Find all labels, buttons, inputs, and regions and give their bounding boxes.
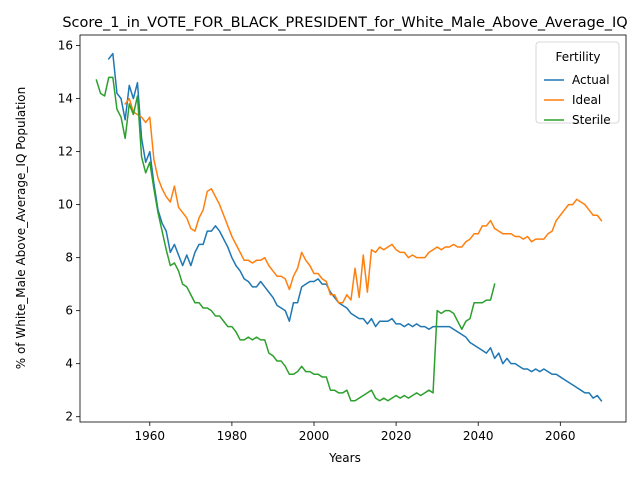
y-tick-label: 8 (65, 251, 73, 265)
x-tick-label: 1980 (217, 429, 248, 443)
x-tick-label: 2040 (463, 429, 494, 443)
x-tick-label: 2060 (545, 429, 576, 443)
y-axis: 2 4 6 8 10 12 14 16 (58, 39, 80, 424)
legend-title: Fertility (555, 50, 600, 64)
y-tick-label: 4 (65, 357, 73, 371)
series-line-actual (107, 52, 603, 402)
y-tick-label: 6 (65, 304, 73, 318)
legend-entries: Actual Ideal Sterile (544, 73, 611, 127)
legend: Fertility Actual Ideal Sterile (535, 41, 620, 127)
y-axis-label: % of White_Male Above_Average_IQ Populat… (14, 87, 28, 370)
series-line-ideal (124, 97, 603, 304)
x-axis: 1960 1980 2000 2020 2040 2060 (135, 422, 576, 443)
y-tick-label: 10 (58, 198, 73, 212)
x-tick-label: 2020 (381, 429, 412, 443)
x-tick-label: 2000 (299, 429, 330, 443)
chart-title: Score_1_in_VOTE_FOR_BLACK_PRESIDENT_for_… (62, 15, 627, 31)
plot-frame (79, 34, 627, 423)
legend-box (535, 41, 620, 124)
series-layer (95, 52, 603, 402)
y-tick-label: 16 (58, 39, 73, 53)
x-tick-label: 1960 (135, 429, 166, 443)
legend-label-sterile: Sterile (572, 113, 611, 127)
series-line-sterile (95, 76, 496, 402)
x-axis-label: Years (328, 451, 361, 465)
y-tick-label: 2 (65, 410, 73, 424)
y-tick-label: 14 (58, 92, 73, 106)
legend-label-ideal: Ideal (572, 93, 601, 107)
y-tick-label: 12 (58, 145, 73, 159)
plot-area (79, 34, 627, 423)
legend-label-actual: Actual (572, 73, 610, 87)
